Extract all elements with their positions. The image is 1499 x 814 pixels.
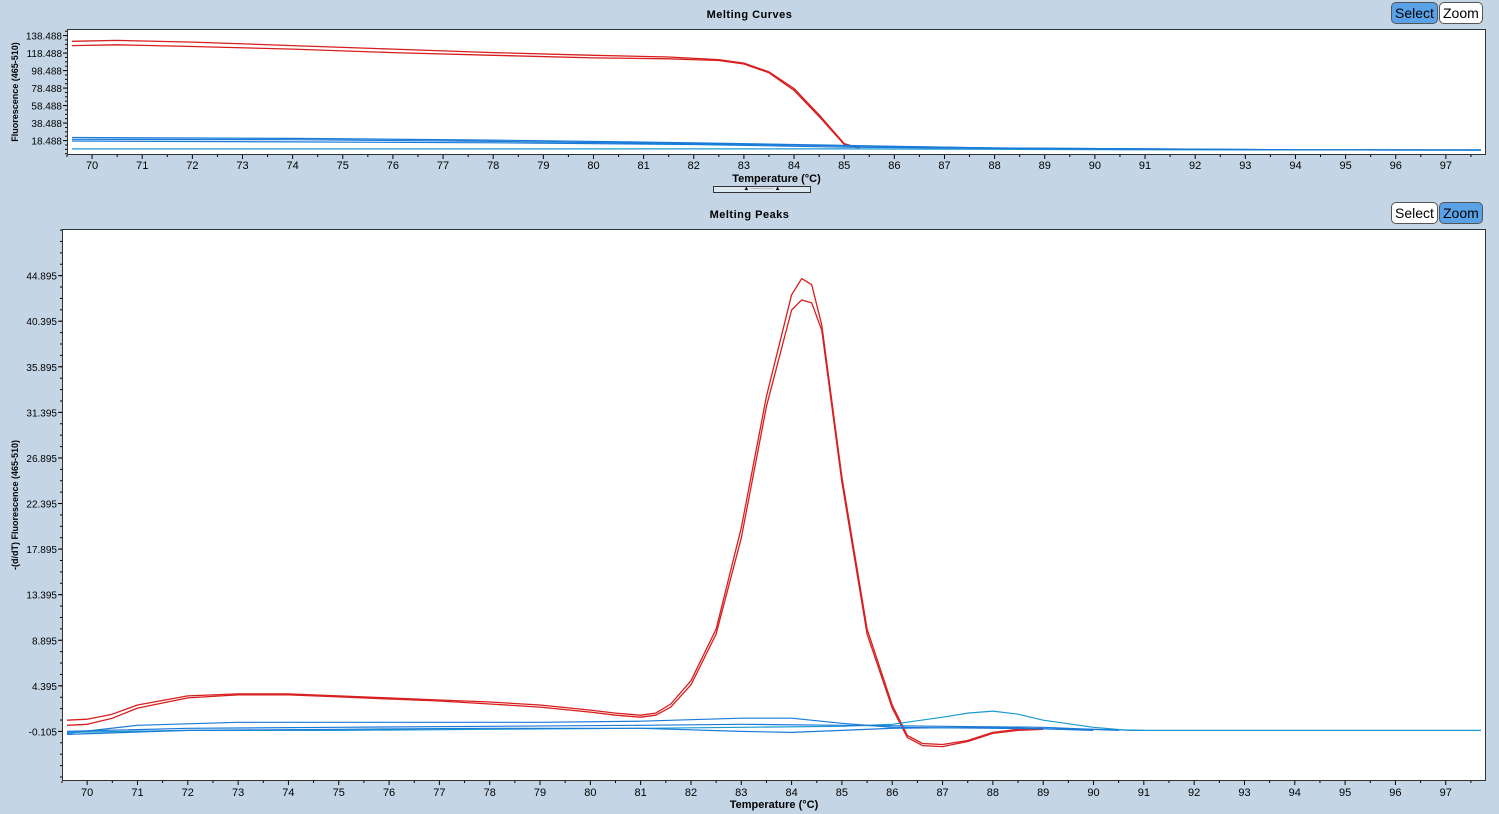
- x-tick-label: 86: [886, 787, 898, 799]
- x-tick-label: 77: [437, 160, 449, 172]
- series-line-5: [66, 726, 1094, 735]
- series-line-1: [71, 39, 860, 149]
- curves-zoom-button[interactable]: Zoom: [1439, 2, 1483, 24]
- y-tick-label: 138.488: [26, 32, 63, 43]
- x-tick-label: 85: [836, 787, 848, 799]
- x-tick-label: 82: [688, 160, 700, 172]
- x-tick-label: 88: [987, 787, 999, 799]
- y-tick-label: 98.488: [31, 67, 62, 78]
- panel-splitter[interactable]: ▲ ··········· ▲: [713, 186, 811, 193]
- x-tick-label: 83: [735, 787, 747, 799]
- x-tick-label: 79: [537, 160, 549, 172]
- y-tick-label: 18.488: [31, 137, 62, 148]
- y-tick-label: 31.395: [26, 408, 57, 419]
- x-tick-label: 73: [236, 160, 248, 172]
- peaks-zoom-button[interactable]: Zoom: [1439, 202, 1483, 224]
- series-line-6: [71, 140, 1482, 151]
- x-tick-label: 81: [635, 787, 647, 799]
- x-tick-label: 93: [1238, 787, 1250, 799]
- melting-peaks-title: Melting Peaks: [709, 209, 790, 221]
- x-tick-label: 90: [1087, 787, 1099, 799]
- y-tick-label: 78.488: [31, 84, 62, 95]
- y-tick-label: 4.395: [32, 682, 57, 693]
- x-tick-label: 89: [1039, 160, 1051, 172]
- y-tick-label: 35.895: [26, 363, 57, 374]
- x-tick-label: 83: [738, 160, 750, 172]
- melting-peaks-plot-area[interactable]: [62, 229, 1486, 781]
- series-line-1: [66, 277, 1044, 746]
- peaks-select-button[interactable]: Select: [1391, 202, 1438, 224]
- splitter-grip: ▲ ··········· ▲: [743, 186, 781, 192]
- series-line-2: [71, 44, 860, 149]
- curves-select-button[interactable]: Select: [1391, 2, 1438, 24]
- y-tick-label: 8.895: [32, 636, 57, 647]
- x-tick-label: 72: [186, 160, 198, 172]
- x-tick-label: 74: [282, 787, 294, 799]
- x-tick-label: 96: [1390, 160, 1402, 172]
- x-tick-label: 93: [1239, 160, 1251, 172]
- x-tick-label: 70: [86, 160, 98, 172]
- melting-curves-chart: 70 71 72 73 74 75 76 77 78 79 80 81 82 83 84 85 86 87 88 89…: [10, 30, 1482, 185]
- x-tick-label: 71: [136, 160, 148, 172]
- series-line-4: [66, 710, 1481, 733]
- x-tick-label: 95: [1339, 160, 1351, 172]
- x-tick-label: 82: [685, 787, 697, 799]
- y-tick-label: 44.895: [26, 272, 57, 283]
- x-tick-label: 77: [433, 787, 445, 799]
- x-tick-label: 84: [785, 787, 797, 799]
- y-tick-label: 26.895: [26, 454, 57, 465]
- x-tick-label: 91: [1138, 787, 1150, 799]
- x-tick-label: 97: [1440, 787, 1452, 799]
- y-tick-label: 13.395: [26, 591, 57, 602]
- x-tick-label: 80: [584, 787, 596, 799]
- x-tick-label: 76: [387, 160, 399, 172]
- x-tick-label: 80: [587, 160, 599, 172]
- y-tick-label: -0.105: [29, 727, 58, 738]
- x-tick-label: 97: [1440, 160, 1452, 172]
- x-tick-label: 95: [1339, 787, 1351, 799]
- x-tick-label: 88: [988, 160, 1000, 172]
- x-tick-label: 89: [1037, 787, 1049, 799]
- series-line-3: [66, 717, 1144, 734]
- y-tick-label: 58.488: [31, 102, 62, 113]
- x-tick-label: 96: [1389, 787, 1401, 799]
- y-tick-label: 17.895: [26, 545, 57, 556]
- x-tick-label: 73: [232, 787, 244, 799]
- x-tick-label: 79: [534, 787, 546, 799]
- x-tick-label: 90: [1089, 160, 1101, 172]
- x-tick-label: 86: [888, 160, 900, 172]
- x-tick-label: 87: [936, 787, 948, 799]
- x-tick-label: 84: [788, 160, 800, 172]
- y-axis-label: -(d/dT) Fluorescence (465-510): [10, 440, 20, 570]
- x-tick-label: 78: [484, 787, 496, 799]
- x-tick-label: 72: [182, 787, 194, 799]
- y-tick-label: 40.395: [26, 317, 57, 328]
- x-tick-label: 92: [1189, 160, 1201, 172]
- x-tick-label: 94: [1289, 787, 1301, 799]
- y-tick-label: 38.488: [31, 119, 62, 130]
- x-tick-label: 94: [1289, 160, 1301, 172]
- x-tick-label: 91: [1139, 160, 1151, 172]
- x-tick-label: 85: [838, 160, 850, 172]
- x-tick-label: 75: [333, 787, 345, 799]
- x-tick-label: 75: [337, 160, 349, 172]
- x-tick-label: 76: [383, 787, 395, 799]
- y-tick-label: 118.488: [27, 49, 63, 60]
- series-line-6: [66, 723, 1119, 732]
- x-tick-label: 71: [131, 787, 143, 799]
- x-axis-label: Temperature (°C): [730, 799, 819, 811]
- x-tick-label: 92: [1188, 787, 1200, 799]
- x-tick-label: 70: [81, 787, 93, 799]
- x-tick-label: 87: [938, 160, 950, 172]
- y-tick-label: 22.395: [26, 500, 57, 511]
- y-axis-label: Fluorescence (465-510): [10, 42, 20, 142]
- x-tick-label: 78: [487, 160, 499, 172]
- x-tick-label: 74: [287, 160, 299, 172]
- series-line-2: [66, 299, 1044, 748]
- melting-curves-title: Melting Curves: [706, 9, 793, 21]
- x-axis-label: Temperature (°C): [732, 173, 821, 185]
- x-tick-label: 81: [638, 160, 650, 172]
